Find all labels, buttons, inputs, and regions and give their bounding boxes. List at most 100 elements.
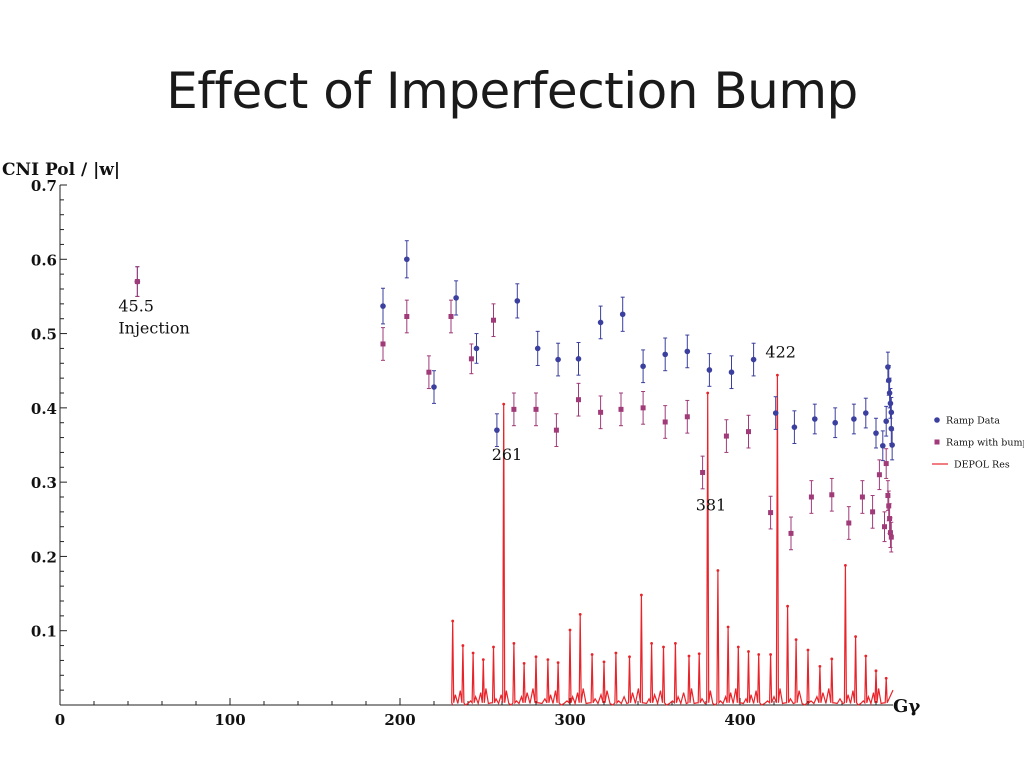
legend-marker-circle — [934, 417, 940, 423]
ramp-data-point — [706, 367, 713, 373]
depol-res-peak-point — [726, 625, 730, 629]
ramp-bump-point — [511, 406, 517, 412]
ramp-bump-point — [533, 406, 539, 412]
annotation-label: 381 — [696, 495, 727, 514]
depol-res-peak-point — [806, 648, 810, 652]
ramp-data-point — [791, 424, 798, 430]
depol-res-peak-point — [776, 373, 779, 377]
depol-res-peak-point — [522, 662, 526, 665]
y-tick-label: 0.2 — [31, 548, 57, 566]
annotation-label: 261 — [492, 445, 523, 464]
depol-res-peak-point — [568, 628, 572, 632]
legend-marker-square — [934, 439, 940, 445]
ramp-bump-point — [134, 279, 140, 285]
ramp-data-point — [575, 356, 582, 362]
ramp-bump-point — [768, 510, 774, 516]
depol-res-peak-point — [578, 612, 582, 616]
x-axis-label: Gγ — [893, 696, 920, 717]
ramp-bump-point — [404, 313, 410, 319]
ramp-bump-point — [876, 472, 882, 478]
ramp-data-point — [812, 416, 818, 422]
ramp-data-point — [887, 400, 894, 407]
ramp-bump-point — [723, 433, 729, 439]
depol-res-peak-point — [794, 638, 798, 642]
ramp-bump-point — [808, 494, 814, 500]
ramp-data-point — [473, 345, 480, 352]
ramp-bump-point — [468, 356, 474, 362]
annotation-label: 45.5 — [118, 296, 154, 315]
ramp-bump-point — [870, 509, 876, 515]
depol-res-peak-point — [471, 651, 475, 655]
depol-res-peak-point — [662, 645, 665, 649]
x-tick-label: 0 — [55, 711, 65, 729]
ramp-data-point — [873, 430, 879, 436]
ramp-bump-point — [885, 493, 891, 499]
ramp-bump-point — [846, 520, 852, 526]
depol-res-peak-point — [884, 676, 888, 680]
ramp-data-point — [494, 427, 500, 433]
depol-res-line — [451, 375, 894, 706]
ramp-data-point — [619, 311, 626, 318]
depol-res-peak-point — [674, 641, 677, 645]
ramp-bump-point — [859, 494, 865, 500]
ramp-bump-point — [887, 530, 893, 536]
depol-res-peak-point — [614, 651, 618, 655]
depol-res-peak-point — [706, 391, 710, 395]
ramp-bump-point — [887, 516, 893, 522]
depol-res-peak-point — [602, 660, 606, 664]
ramp-data-point — [832, 419, 838, 426]
legend-label: Ramp Data — [946, 416, 1000, 427]
annotation-label: 422 — [765, 342, 796, 361]
x-tick-label: 100 — [214, 711, 245, 729]
depol-res-peak-point — [716, 569, 720, 572]
ramp-bump-point — [380, 341, 386, 347]
ramp-data-point — [772, 410, 779, 416]
depol-res-peak-point — [590, 653, 594, 656]
depol-res-peak-point — [546, 658, 550, 662]
ramp-bump-point — [426, 369, 432, 375]
depol-res-peak-point — [818, 664, 822, 668]
ramp-data-point — [534, 345, 541, 352]
depol-res-peak-point — [757, 653, 761, 656]
depol-res-peak-point — [786, 604, 789, 608]
depol-res-peak-point — [769, 653, 772, 656]
ramp-data-point — [880, 442, 886, 449]
ramp-data-point — [885, 377, 892, 384]
depol-res-peak-point — [461, 644, 465, 647]
ramp-bump-point — [598, 409, 604, 415]
depol-res-peak-point — [736, 645, 740, 649]
depol-res-peak-point — [844, 563, 847, 567]
ramp-data-point — [883, 418, 889, 425]
y-tick-label: 0.6 — [31, 251, 57, 269]
ramp-bump-point — [886, 503, 892, 509]
ramp-bump-point — [684, 414, 690, 420]
depol-res-peak-point — [534, 655, 538, 659]
ramp-bump-point — [662, 419, 668, 425]
depol-res-peak-point — [481, 658, 485, 662]
ramp-data-point — [431, 384, 437, 390]
depol-res-peak-point — [747, 650, 750, 653]
depol-res-peak-point — [492, 645, 495, 649]
depol-res-peak-point — [556, 661, 560, 665]
ramp-bump-point — [888, 534, 894, 540]
ramp-data-point — [750, 356, 757, 363]
depol-res-peak-point — [502, 402, 506, 406]
legend-label: Ramp with bump — [946, 438, 1024, 449]
slide-title: Effect of Imperfection Bump — [166, 62, 858, 120]
y-tick-label: 0.7 — [31, 177, 57, 195]
ramp-data-point — [404, 256, 410, 263]
legend-label: DEPOL Res — [954, 460, 1010, 471]
annotation-label: Injection — [118, 319, 190, 338]
ramp-data-point — [514, 298, 521, 304]
x-tick-label: 200 — [384, 711, 415, 729]
ramp-bump-point — [829, 492, 835, 498]
ramp-bump-point — [788, 530, 794, 536]
depol-res-peak-point — [512, 641, 516, 645]
ramp-bump-point — [491, 317, 496, 323]
depol-res-peak-point — [640, 593, 643, 597]
ramp-bump-point — [882, 524, 887, 530]
ramp-data-point — [597, 319, 604, 326]
ramp-data-point — [863, 410, 869, 416]
ramp-bump-point — [700, 469, 706, 475]
